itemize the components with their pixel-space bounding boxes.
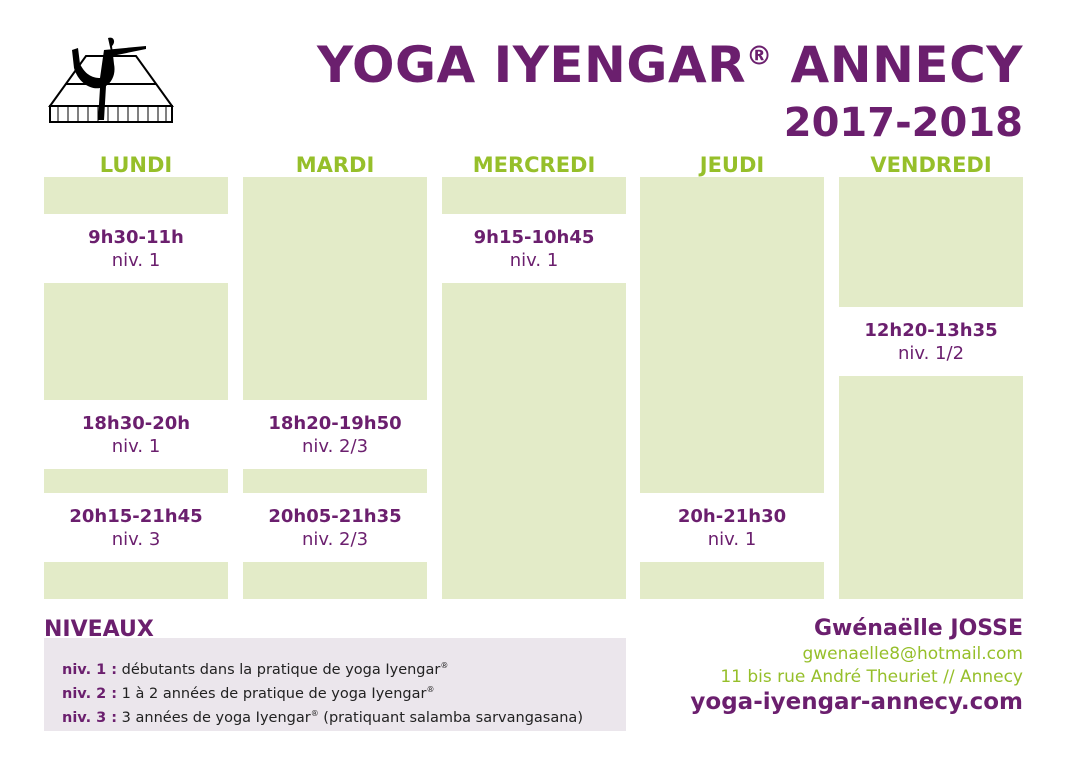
day-column-mercredi: 9h15-10h45 niv. 1: [442, 177, 626, 599]
day-header-jeudi: JEUDI: [699, 153, 765, 177]
teacher-name: Gwénaëlle JOSSE: [813, 616, 1023, 641]
class-slot: 9h15-10h45 niv. 1: [442, 214, 626, 283]
class-slot: 9h30-11h niv. 1: [44, 214, 228, 283]
class-slot: 20h-21h30 niv. 1: [640, 493, 824, 562]
levels-heading: NIVEAUX: [44, 617, 154, 642]
page-title: YOGA IYENGAR® ANNECY: [317, 36, 1023, 94]
day-header-vendredi: VENDREDI: [870, 153, 992, 177]
contact-email[interactable]: gwenaelle8@hotmail.com: [802, 644, 1023, 664]
yoga-pose-logo-icon: [48, 37, 174, 123]
day-header-lundi: LUNDI: [99, 153, 173, 177]
class-slot: 18h20-19h50 niv. 2/3: [243, 400, 427, 469]
contact-address: 11 bis rue André Theuriet // Annecy: [720, 667, 1023, 687]
levels-box: niv. 1 : débutants dans la pratique de y…: [44, 638, 626, 731]
day-header-mercredi: MERCREDI: [472, 153, 596, 177]
class-slot: 18h30-20h niv. 1: [44, 400, 228, 469]
day-column-jeudi: 20h-21h30 niv. 1: [640, 177, 824, 599]
level-item: niv. 3 : 3 années de yoga Iyengar® (prat…: [62, 708, 583, 726]
season-year: 2017-2018: [783, 100, 1023, 146]
day-column-mardi: 18h20-19h50 niv. 2/3 20h05-21h35 niv. 2/3: [243, 177, 427, 599]
day-column-lundi: 9h30-11h niv. 1 18h30-20h niv. 1 20h15-21h…: [44, 177, 228, 599]
class-slot: 12h20-13h35 niv. 1/2: [839, 307, 1023, 376]
contact-block: Gwénaëlle JOSSE gwenaelle8@hotmail.com 1…: [690, 616, 1023, 715]
day-column-vendredi: 12h20-13h35 niv. 1/2: [839, 177, 1023, 599]
class-slot: 20h15-21h45 niv. 3: [44, 493, 228, 562]
website-link[interactable]: yoga-iyengar-annecy.com: [690, 689, 1023, 715]
class-slot: 20h05-21h35 niv. 2/3: [243, 493, 427, 562]
level-item: niv. 2 : 1 à 2 années de pratique de yog…: [62, 684, 435, 702]
level-item: niv. 1 : débutants dans la pratique de y…: [62, 661, 449, 678]
day-header-mardi: MARDI: [295, 153, 375, 177]
